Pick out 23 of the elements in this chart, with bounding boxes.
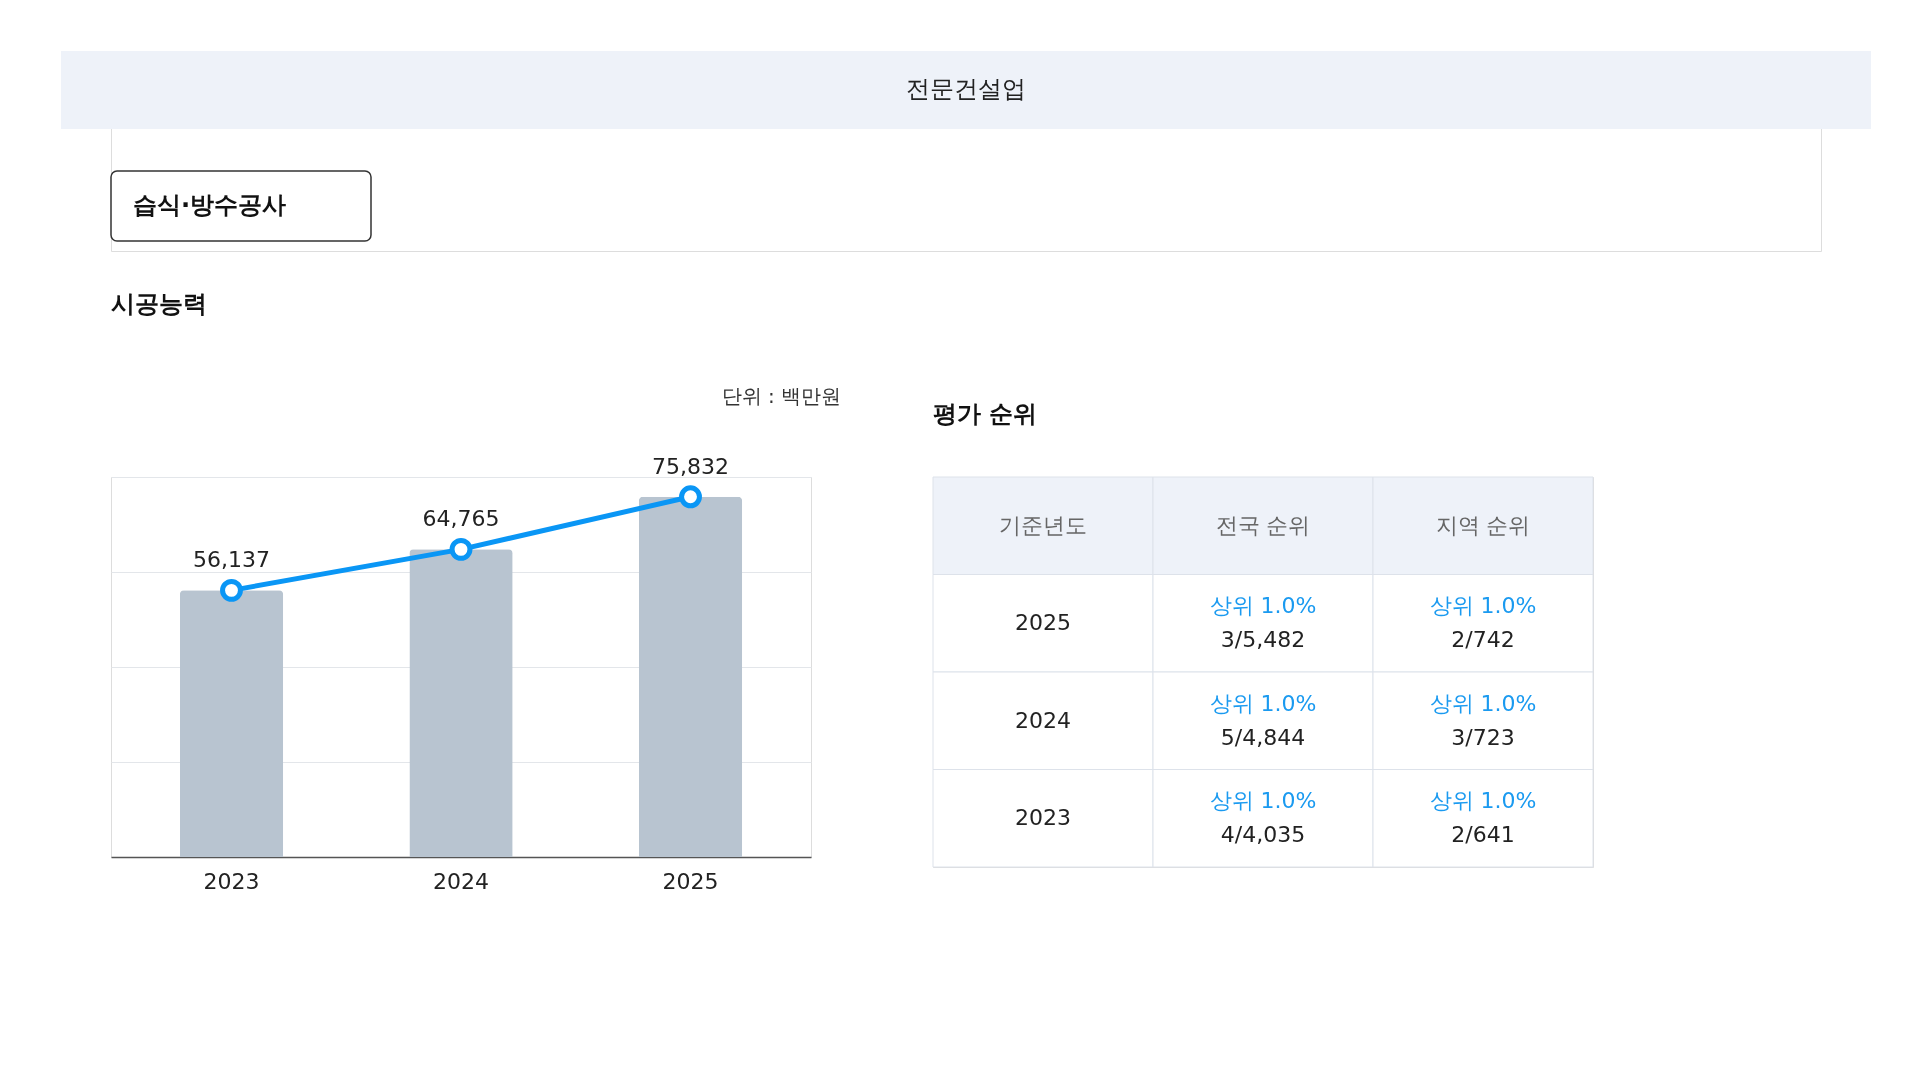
x-tick-label: 2025: [662, 868, 719, 894]
category-label: 기준년도: [999, 512, 1087, 538]
text: 상위 1.0% 3/5,482: [1209, 593, 1317, 653]
text: 상위 1.0% 3/723: [1429, 690, 1537, 750]
category-label: 2025: [1015, 610, 1071, 636]
x-tick-label: 2024: [433, 868, 489, 894]
text: 습식·방수공사: [133, 191, 287, 219]
category-label: 전국 순위: [1215, 512, 1311, 538]
category-label: 2023: [1015, 805, 1071, 831]
chart-title: 시공능력: [111, 290, 207, 318]
text: 상위 1.0% 2/742: [1429, 593, 1537, 653]
text: 상위 1.0% 4/4,035: [1209, 788, 1317, 848]
category-label: 지역 순위: [1435, 512, 1531, 538]
text: 단위 : 백만원: [721, 384, 841, 408]
text: 평가 순위: [932, 399, 1037, 428]
data-label: 56,137: [193, 547, 270, 573]
data-label: 64,765: [422, 506, 500, 532]
text: 전문건설업: [906, 75, 1026, 103]
text: 상위 1.0% 2/641: [1429, 788, 1537, 848]
category-label: 2024: [1015, 707, 1071, 733]
data-label: 75,832: [652, 453, 729, 479]
x-tick-label: 2023: [203, 868, 260, 894]
text: 상위 1.0% 5/4,844: [1209, 690, 1317, 750]
